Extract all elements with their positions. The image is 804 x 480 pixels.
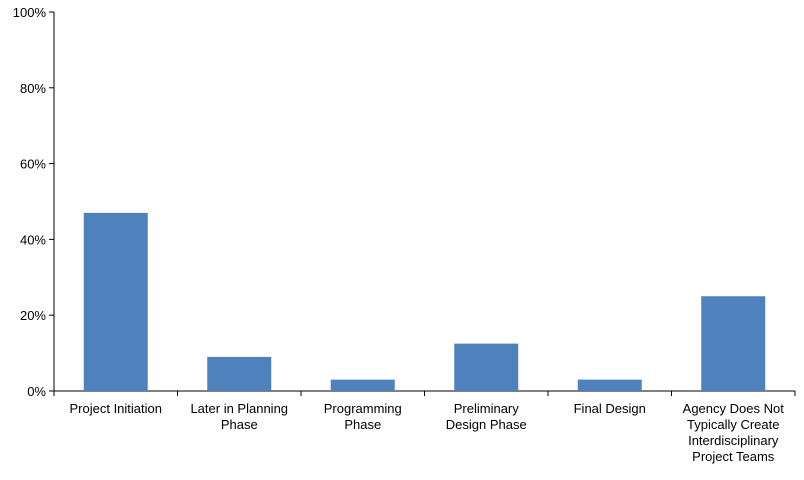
bar [207, 356, 272, 391]
x-category-label-line: Interdisciplinary [688, 433, 779, 448]
bar [577, 379, 642, 391]
x-category-label: Programming Phase [324, 401, 402, 432]
bar [454, 343, 519, 391]
y-tick-label: 100% [13, 5, 47, 20]
x-category-label: Later in Planning Phase [190, 401, 288, 432]
x-category-label-line: Phase [221, 417, 258, 432]
x-category-label-line: Later in Planning [190, 401, 288, 416]
x-category-label: Agency Does Not Typically Create Interdisc… [683, 401, 785, 464]
bar [701, 296, 766, 391]
x-category-label-line: Programming [324, 401, 402, 416]
y-axis: 0% 20% 40% 60% 80% 100% [13, 5, 55, 399]
x-category-label-line: Final Design [574, 401, 646, 416]
bars [83, 212, 766, 391]
x-category-label-line: Phase [344, 417, 381, 432]
x-category-label: Final Design [574, 401, 646, 416]
y-tick-label: 20% [20, 308, 46, 323]
x-category-label-line: Typically Create [687, 417, 779, 432]
x-category-label-line: Project Teams [692, 449, 775, 464]
bar [83, 212, 148, 391]
x-category-label-line: Project Initiation [70, 401, 163, 416]
y-tick-label: 0% [27, 384, 46, 399]
x-category-label: Project Initiation [70, 401, 163, 416]
x-category-label-line: Preliminary [454, 401, 520, 416]
x-category-label-line: Agency Does Not [683, 401, 785, 416]
y-tick-label: 60% [20, 157, 46, 172]
x-category-label: Preliminary Design Phase [446, 401, 527, 432]
category-labels: Project Initiation Later in Planning Phase… [70, 401, 785, 464]
y-tick-label: 40% [20, 232, 46, 247]
x-axis [53, 390, 796, 396]
y-tick-label: 80% [20, 81, 46, 96]
x-category-label-line: Design Phase [446, 417, 527, 432]
bar [330, 379, 395, 391]
